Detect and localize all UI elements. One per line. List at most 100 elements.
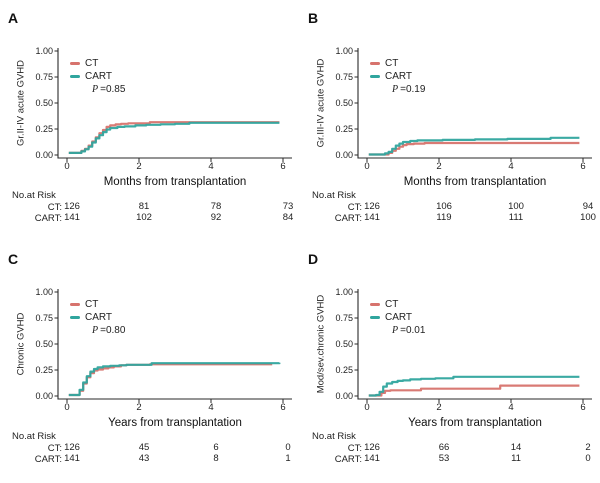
y-axis-title: Gr.III-IV acute GVHD: [315, 58, 327, 148]
risk-count: 111: [508, 212, 524, 223]
y-axis-title: Gr.II-IV acute GVHD: [15, 59, 27, 147]
risk-row-label-ct: CT:: [47, 202, 62, 213]
cart-line-swatch: [70, 75, 80, 78]
x-tick-label: 0: [64, 161, 70, 172]
y-tick-label: 0.25: [35, 123, 53, 134]
risk-row-label-cart: CART:: [334, 213, 362, 224]
x-tick-label: 2: [436, 161, 442, 172]
risk-count: 43: [138, 453, 150, 464]
panel-a: A Gr.II-IV acute GVHD CT CART P =0.85 Mon…: [0, 0, 300, 241]
risk-count: 126: [64, 442, 80, 453]
cart-line-swatch: [70, 316, 80, 319]
risk-row-label-ct: CT:: [347, 202, 362, 213]
risk-count: 1: [285, 453, 291, 464]
panel-label: C: [8, 251, 19, 267]
risk-count: 100: [580, 212, 596, 223]
ct-line-swatch: [70, 303, 80, 306]
p-value: P =0.80: [70, 324, 125, 337]
p-value: P =0.01: [370, 324, 425, 337]
risk-count: 102: [136, 212, 152, 223]
axis-lines: [357, 48, 592, 159]
y-axis-title: Mod/sev.chronic GVHD: [315, 294, 327, 394]
x-tick-label: 0: [364, 161, 370, 172]
axis-lines: [57, 48, 292, 159]
x-tick-label: 2: [136, 402, 142, 413]
y-tick-label: 1.00: [35, 45, 53, 56]
y-tick-label: 0.50: [35, 338, 53, 349]
panel-label: B: [308, 10, 319, 26]
risk-count: 78: [210, 201, 222, 212]
risk-count: 126: [364, 442, 380, 453]
legend-item-ct: CT: [70, 298, 125, 311]
risk-count: 66: [438, 442, 450, 453]
risk-table-header: No.at Risk: [12, 190, 56, 201]
curve-cart: [68, 362, 281, 397]
panel-b: B Gr.III-IV acute GVHD CT CART P =0.19 Mo…: [300, 0, 600, 241]
p-value-text: =0.85: [100, 84, 126, 95]
risk-count: 141: [64, 212, 80, 223]
risk-count: 94: [582, 201, 594, 212]
risk-table-header: No.at Risk: [12, 431, 56, 442]
risk-row-label-ct: CT:: [347, 443, 362, 454]
risk-count: 126: [364, 201, 380, 212]
risk-count: 141: [364, 453, 380, 464]
legend-item-cart: CART: [70, 70, 125, 83]
x-tick-label: 2: [136, 161, 142, 172]
x-tick-label: 6: [580, 402, 586, 413]
cart-legend-label: CART: [385, 312, 413, 323]
ct-legend-label: CT: [85, 299, 99, 310]
p-value: P =0.85: [70, 83, 125, 96]
risk-count: 73: [282, 201, 294, 212]
ct-line-swatch: [370, 303, 380, 306]
y-tick-label: 0.75: [35, 312, 53, 323]
risk-count: 141: [364, 212, 380, 223]
x-tick-label: 6: [280, 161, 286, 172]
curve-cart: [368, 136, 580, 156]
y-tick-label: 0.25: [335, 364, 353, 375]
risk-count: 53: [438, 453, 450, 464]
risk-row-label-cart: CART:: [334, 454, 362, 465]
legend: CT CART P =0.19: [370, 57, 425, 96]
y-tick-label: 1.00: [335, 45, 353, 56]
x-tick-label: 0: [64, 402, 70, 413]
y-tick-label: 0.75: [335, 312, 353, 323]
y-tick-label: 0.50: [335, 97, 353, 108]
p-symbol: P: [92, 84, 99, 95]
risk-count: 6: [213, 442, 219, 453]
risk-table-header: No.at Risk: [312, 431, 356, 442]
y-tick-label: 0.00: [335, 390, 353, 401]
risk-row-label-cart: CART:: [34, 454, 62, 465]
y-tick-label: 0.00: [35, 149, 53, 160]
p-value-text: =0.19: [400, 84, 426, 95]
risk-count: 100: [508, 201, 524, 212]
x-tick-label: 0: [364, 402, 370, 413]
cart-legend-label: CART: [85, 71, 113, 82]
cart-line-swatch: [370, 316, 380, 319]
curve-ct: [368, 384, 580, 397]
x-axis-title: Months from transplantation: [403, 176, 547, 188]
risk-count: 141: [64, 453, 80, 464]
risk-count: 14: [510, 442, 522, 453]
x-tick-label: 4: [508, 402, 514, 413]
panel-c: C Chronic GVHD CT CART P =0.80 Years from…: [0, 241, 300, 482]
p-symbol: P: [392, 84, 399, 95]
x-tick-label: 4: [508, 161, 514, 172]
legend-item-cart: CART: [370, 311, 425, 324]
p-value-text: =0.80: [100, 325, 126, 336]
risk-row-label-ct: CT:: [47, 443, 62, 454]
legend: CT CART P =0.80: [70, 298, 125, 337]
cart-line-swatch: [370, 75, 380, 78]
risk-count: 126: [64, 201, 80, 212]
x-axis-title: Months from transplantation: [103, 176, 247, 188]
legend-item-ct: CT: [70, 57, 125, 70]
y-tick-label: 0.50: [35, 97, 53, 108]
y-axis-title: Chronic GVHD: [15, 312, 27, 376]
risk-count: 2: [585, 442, 591, 453]
risk-count: 0: [585, 453, 591, 464]
x-tick-label: 2: [436, 402, 442, 413]
risk-count: 119: [436, 212, 452, 223]
risk-count: 0: [285, 442, 291, 453]
risk-count: 106: [436, 201, 452, 212]
cart-legend-label: CART: [85, 312, 113, 323]
